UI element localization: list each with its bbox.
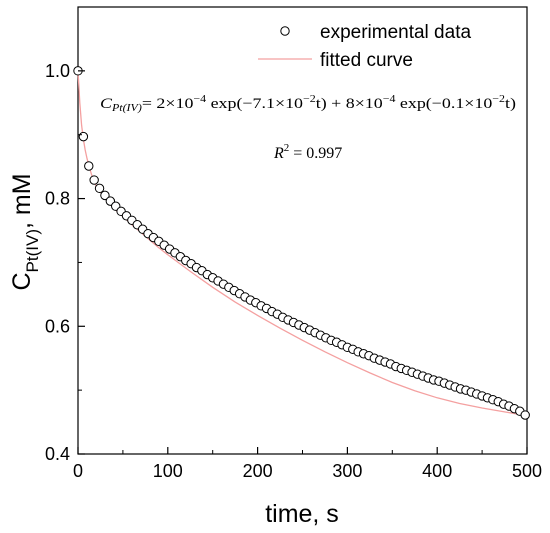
equation-annotation: C Pt(IV) = 2×10 −4 exp(−7.1×10 −2 t) + 8×10 −4… bbox=[100, 94, 516, 114]
x-tick-label: 200 bbox=[243, 461, 273, 481]
equation-part-1: = 2×10 bbox=[142, 96, 194, 112]
y-tick-label: 0.8 bbox=[45, 189, 70, 209]
r2-sup: 2 bbox=[284, 142, 290, 154]
x-tick-label: 400 bbox=[422, 461, 452, 481]
data-point bbox=[94, 183, 105, 194]
legend-label-fitted: fitted curve bbox=[320, 50, 413, 71]
data-point bbox=[78, 131, 89, 142]
legend-label-experimental: experimental data bbox=[320, 22, 471, 43]
legend: experimental data fitted curve bbox=[258, 22, 471, 71]
y-tick-label: 1.0 bbox=[45, 61, 70, 81]
x-axis-label: time, s bbox=[265, 500, 339, 528]
x-tick-label: 500 bbox=[512, 461, 542, 481]
x-tick-label: 300 bbox=[332, 461, 362, 481]
equation-sup-3: −4 bbox=[383, 94, 396, 105]
equation-sup-1: −4 bbox=[193, 94, 206, 105]
y-axis-label-main: C bbox=[8, 272, 36, 290]
experimental-points-layer bbox=[73, 66, 530, 420]
axis-ticks-layer: 0 100 200 300 400 500 0.4 0.6 0.8 1.0 bbox=[45, 61, 542, 481]
fitted-curve-layer bbox=[77, 70, 528, 417]
equation-part-5: t) bbox=[505, 96, 516, 112]
equation-part-3: t) + 8×10 bbox=[316, 96, 383, 112]
x-tick-label: 0 bbox=[73, 461, 83, 481]
y-tick-label: 0.6 bbox=[45, 316, 70, 336]
x-tick-label: 100 bbox=[153, 461, 183, 481]
y-axis-label: CPt(IV), mM bbox=[8, 173, 42, 290]
data-point bbox=[89, 175, 99, 185]
equation-part-2: exp(−7.1×10 bbox=[206, 96, 303, 112]
data-point bbox=[84, 161, 94, 171]
r2-rest: = 0.997 bbox=[289, 145, 342, 162]
y-axis-label-sub: Pt(IV) bbox=[23, 229, 42, 272]
equation-lhs-main: C bbox=[100, 96, 113, 112]
fitted-curve-line bbox=[77, 70, 528, 417]
equation-sup-2: −2 bbox=[303, 94, 316, 105]
data-point bbox=[520, 410, 530, 420]
y-axis-label-unit: , mM bbox=[8, 173, 36, 229]
data-point bbox=[100, 190, 110, 201]
equation-sup-4: −2 bbox=[492, 94, 505, 105]
equation-part-4: exp(−0.1×10 bbox=[395, 96, 492, 112]
y-tick-label: 0.4 bbox=[45, 444, 70, 464]
r2-annotation: R2 = 0.997 bbox=[273, 142, 342, 162]
r2-main: R bbox=[273, 145, 284, 162]
equation-lhs-sub: Pt(IV) bbox=[111, 103, 143, 114]
legend-marker-experimental bbox=[280, 26, 290, 36]
